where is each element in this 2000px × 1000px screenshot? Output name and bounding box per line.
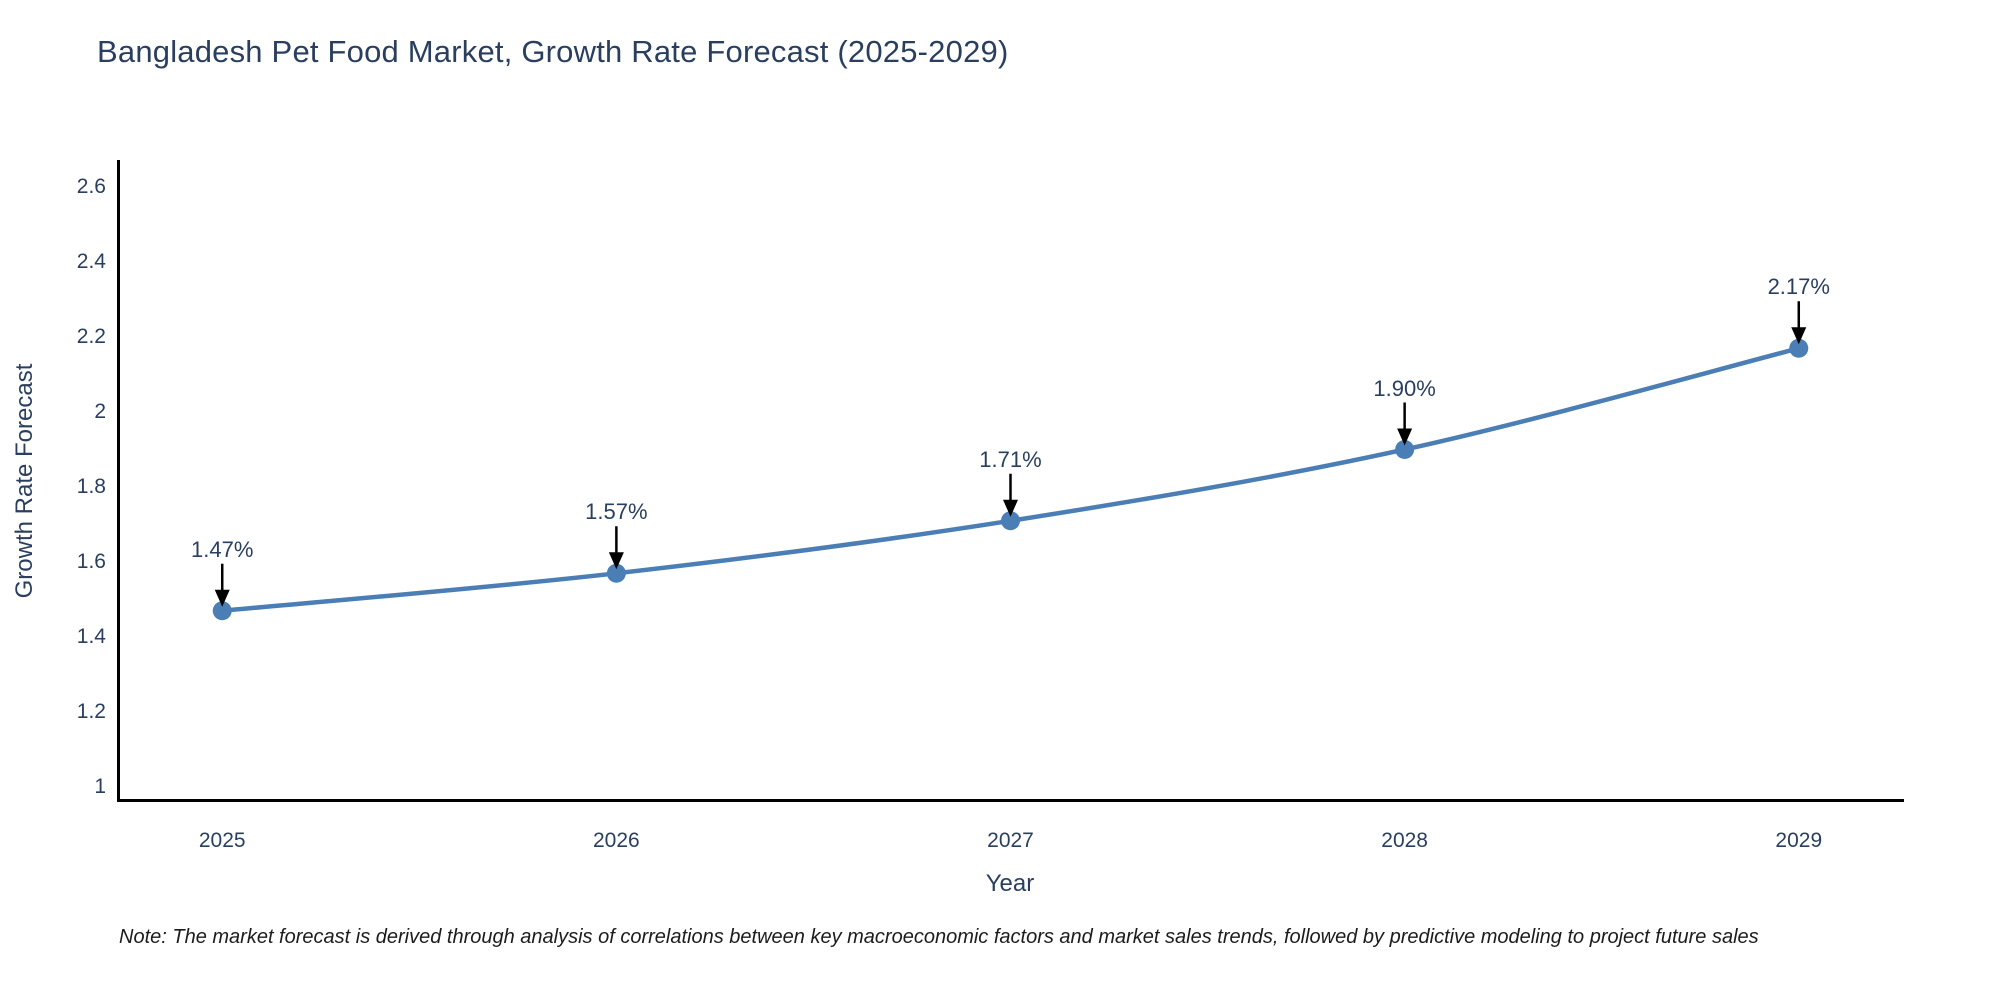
x-tick-label: 2025 xyxy=(198,829,246,852)
annotation-arrow-head xyxy=(1791,327,1807,345)
annotation-arrow-head xyxy=(214,589,230,607)
y-tick-label: 1.4 xyxy=(76,625,106,648)
x-tick-label: 2026 xyxy=(593,829,640,852)
y-tick-label: 2.2 xyxy=(76,325,106,348)
annotation-arrow-head xyxy=(1003,499,1018,517)
y-tick-label: 1.6 xyxy=(76,550,106,573)
y-tick-label: 1 xyxy=(94,775,106,798)
y-tick-label: 2 xyxy=(94,400,106,423)
data-point-marker xyxy=(606,563,626,583)
annotation-arrow-head xyxy=(608,552,624,570)
point-annotation: 1.71% xyxy=(979,446,1042,472)
data-point-marker xyxy=(212,601,232,621)
annotation-arrow-head xyxy=(1397,428,1413,446)
data-point-marker xyxy=(1395,440,1415,459)
y-tick-label: 1.8 xyxy=(76,475,106,498)
point-annotation: 1.57% xyxy=(585,499,648,525)
point-annotation: 2.17% xyxy=(1767,274,1830,300)
x-tick-label: 2028 xyxy=(1381,829,1428,852)
x-tick-label: 2027 xyxy=(987,829,1034,852)
x-axis-title: Year xyxy=(985,870,1035,897)
point-annotation: 1.90% xyxy=(1373,375,1436,401)
footnote: Note: The market forecast is derived thr… xyxy=(119,926,1759,948)
x-tick-label: 2029 xyxy=(1775,829,1823,852)
chart-title: Bangladesh Pet Food Market, Growth Rate … xyxy=(97,34,1009,69)
y-tick-label: 2.6 xyxy=(76,175,106,198)
data-point-marker xyxy=(1001,511,1020,531)
point-annotation: 1.47% xyxy=(191,536,254,562)
data-point-marker xyxy=(1789,338,1809,358)
axis-lines xyxy=(117,160,1904,802)
y-tick-label: 2.4 xyxy=(76,250,106,273)
y-tick-label: 1.2 xyxy=(76,700,106,723)
